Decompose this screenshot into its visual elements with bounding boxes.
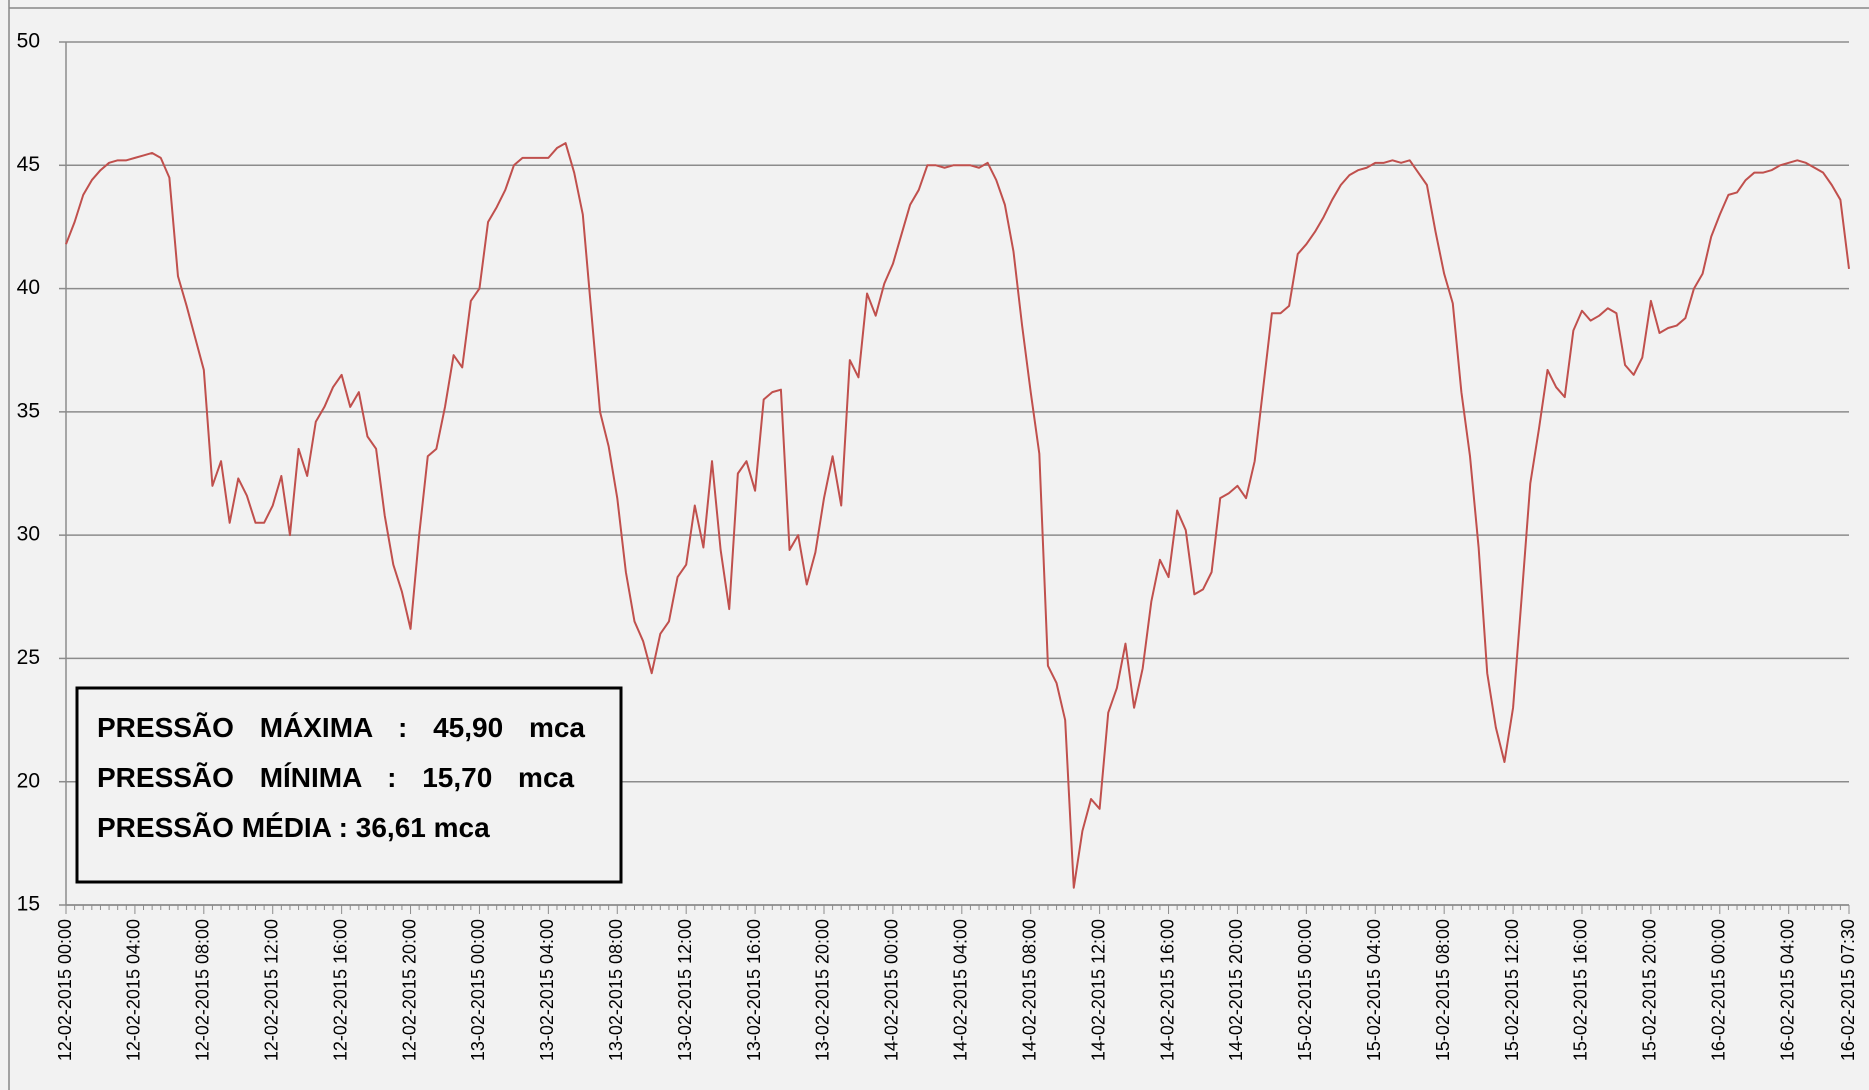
x-tick-label: 14-02-2015 16:00 [1157, 919, 1177, 1061]
x-tick-label: 13-02-2015 08:00 [606, 919, 626, 1061]
y-tick-label: 20 [17, 769, 40, 792]
x-tick-label: 12-02-2015 04:00 [124, 919, 144, 1061]
x-tick-label: 14-02-2015 00:00 [882, 919, 902, 1061]
x-tick-label: 15-02-2015 08:00 [1433, 919, 1453, 1061]
x-tick-label: 14-02-2015 20:00 [1226, 919, 1246, 1061]
x-tick-label: 13-02-2015 12:00 [675, 919, 695, 1061]
x-tick-label: 14-02-2015 04:00 [951, 919, 971, 1061]
x-tick-label: 15-02-2015 20:00 [1640, 919, 1660, 1061]
y-tick-label: 15 [17, 893, 40, 916]
data-line [65, 142, 1850, 889]
y-tick-label: 40 [17, 276, 40, 299]
x-tick-label: 12-02-2015 12:00 [261, 919, 281, 1061]
x-tick-label: 13-02-2015 00:00 [468, 919, 488, 1061]
x-tick-label: 16-02-2015 07:30 [1838, 919, 1858, 1061]
y-tick-label: 45 [17, 153, 40, 176]
x-tick-label: 12-02-2015 16:00 [330, 919, 350, 1061]
x-tick-label: 13-02-2015 16:00 [744, 919, 764, 1061]
x-tick-label: 16-02-2015 04:00 [1777, 919, 1797, 1061]
annotation: PRESSÃO MÁXIMA : 45,90 mca [97, 712, 585, 743]
x-tick-label: 16-02-2015 00:00 [1709, 919, 1729, 1061]
x-tick-label: 14-02-2015 08:00 [1019, 919, 1039, 1061]
annotation: PRESSÃO MÍNIMA : 15,70 mca [97, 762, 575, 793]
x-tick-label: 15-02-2015 12:00 [1502, 919, 1522, 1061]
x-tick-label: 14-02-2015 12:00 [1088, 919, 1108, 1061]
annotation-box [75, 686, 623, 884]
x-tick-label: 12-02-2015 00:00 [55, 919, 75, 1061]
x-tick-label: 15-02-2015 04:00 [1364, 919, 1384, 1061]
x-tick-label: 15-02-2015 00:00 [1295, 919, 1315, 1061]
x-tick-label: 15-02-2015 16:00 [1571, 919, 1591, 1061]
x-tick-label: 12-02-2015 08:00 [193, 919, 213, 1061]
annotation: PRESSÃO MÉDIA : 36,61 mca [97, 812, 490, 843]
y-tick-label: 50 [17, 30, 40, 53]
y-tick-label: 25 [17, 646, 40, 669]
x-axis: 12-02-2015 00:00 12-02-2015 04:00 12-02-20… [55, 904, 1858, 1061]
x-tick-label: 13-02-2015 20:00 [813, 919, 833, 1061]
plot [65, 142, 1850, 889]
x-tick-label: 12-02-2015 20:00 [399, 919, 419, 1061]
y-tick-label: 35 [17, 399, 40, 422]
x-tick-label: 13-02-2015 04:00 [537, 919, 557, 1061]
y-tick-label: 30 [17, 523, 40, 546]
